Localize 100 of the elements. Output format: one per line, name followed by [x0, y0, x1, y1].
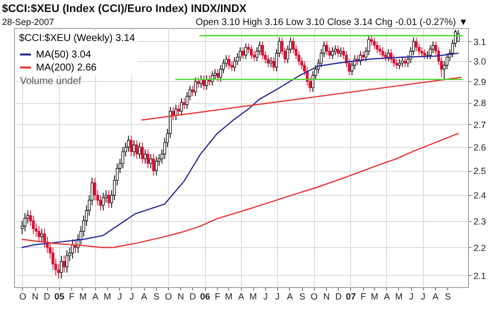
candlestick: [336, 44, 340, 58]
text: Open 3.10 High 3.16 Low 3.10 Close 3.14 Chg -0.01 (-0.27%) ▼: [196, 17, 468, 28]
candlestick: [428, 44, 432, 60]
x-tick-label: J: [408, 292, 414, 302]
y-tick-label: 2.3: [474, 216, 486, 226]
x-tick-label: 07: [346, 292, 356, 302]
candlestick: [270, 56, 272, 68]
candlestick: [334, 44, 337, 56]
x-tick-label: F: [214, 292, 221, 302]
candlestick: [244, 42, 248, 60]
x-tick-label: O: [164, 292, 172, 302]
candlestick: [144, 149, 147, 164]
x-tick-label: O: [310, 292, 318, 302]
line-series: [22, 132, 459, 248]
candlestick: [71, 238, 74, 259]
candlestick: [398, 58, 401, 70]
candlestick: [423, 48, 426, 60]
candlestick: [339, 46, 342, 58]
candlestick: [146, 149, 150, 169]
x-tick-label: J: [117, 292, 122, 302]
y-tick-label: 2.6: [474, 142, 486, 153]
candlestick: [250, 44, 253, 60]
candlestick: [233, 56, 236, 72]
candlestick: [62, 255, 66, 273]
candlestick: [242, 46, 244, 60]
y-tick-label: 2.9: [474, 76, 486, 87]
candlestick: [135, 140, 138, 160]
candlestick: [149, 154, 152, 169]
y-tick-label: 2.8: [474, 98, 486, 108]
candlestick: [372, 37, 376, 50]
candlestick: [152, 154, 155, 176]
y-tick-label: 2.4: [474, 190, 486, 201]
x-tick-label: J: [129, 292, 134, 302]
x-tick-label: N: [32, 292, 38, 302]
candlestick: [172, 106, 175, 120]
candlestick: [325, 41, 328, 56]
x-tick-label: A: [141, 292, 148, 302]
y-tick-label: 2.7: [474, 120, 486, 130]
x-tick-label: A: [92, 292, 98, 302]
candlestick: [386, 48, 390, 62]
candlestick: [127, 135, 130, 152]
x-tick-label: M: [370, 292, 378, 302]
candlestick: [191, 85, 194, 97]
x-tick-label: S: [153, 292, 160, 302]
x-tick-label: N: [178, 292, 184, 302]
x-tick-label: D: [44, 292, 51, 302]
candlestick: [174, 104, 178, 120]
x-tick-label: A: [384, 292, 390, 302]
legend-label: MA(50) 3.04: [36, 50, 92, 60]
x-tick-label: A: [432, 292, 439, 302]
x-tick-label: J: [275, 292, 280, 302]
x-tick-label: M: [395, 292, 403, 302]
candlestick: [200, 74, 202, 88]
x-tick-label: S: [299, 292, 306, 302]
candlestick: [261, 41, 264, 60]
x-tick-label: J: [263, 292, 268, 302]
candlestick: [370, 35, 373, 46]
candlestick: [38, 226, 40, 242]
candlestick: [196, 76, 200, 88]
legend-label: MA(200) 2.66: [36, 62, 98, 74]
x-tick-label: F: [360, 292, 367, 302]
candlestick: [384, 50, 387, 62]
x-tick-label: O: [19, 292, 26, 302]
x-tick-label: M: [224, 292, 232, 302]
x-tick-label: M: [79, 292, 87, 302]
candlestick: [130, 135, 133, 157]
candlestick: [378, 44, 382, 56]
x-tick-label: J: [420, 292, 426, 302]
x-tick-label: D: [335, 292, 342, 302]
annotation: Volume undef: [20, 76, 82, 87]
x-tick-label: D: [190, 292, 197, 302]
candlestick: [331, 46, 334, 60]
candlestick: [376, 41, 379, 54]
candlestick: [414, 37, 418, 52]
x-tick-label: 05: [54, 292, 64, 302]
x-tick-label: F: [69, 292, 76, 302]
candlestick: [228, 54, 230, 70]
candlestick: [266, 54, 270, 68]
chart-subtitle: 28-Sep-2007: [2, 17, 54, 27]
candlestick: [180, 98, 183, 116]
candlestick: [132, 140, 136, 157]
x-tick-label: S: [444, 292, 451, 302]
x-tick-label: A: [238, 292, 244, 302]
y-tick-label: 2.5: [474, 166, 486, 176]
candlestick: [238, 46, 242, 62]
legend-title: $CCI:$XEU (Weekly) 3.14: [19, 33, 136, 44]
candlestick: [24, 212, 26, 232]
candlestick: [66, 250, 68, 273]
candlestick: [40, 228, 44, 242]
y-tick-label: 3.0: [474, 56, 486, 67]
candlestick: [194, 76, 197, 97]
x-tick-label: A: [286, 292, 293, 302]
candlestick: [404, 56, 407, 68]
x-tick-label: M: [104, 292, 112, 302]
candlestick: [154, 156, 158, 176]
y-tick-label: 3.1: [474, 36, 486, 47]
candlestick: [138, 142, 141, 160]
candlestick: [121, 146, 124, 169]
x-tick-label: M: [249, 292, 257, 302]
x-tick-label: N: [323, 292, 330, 302]
